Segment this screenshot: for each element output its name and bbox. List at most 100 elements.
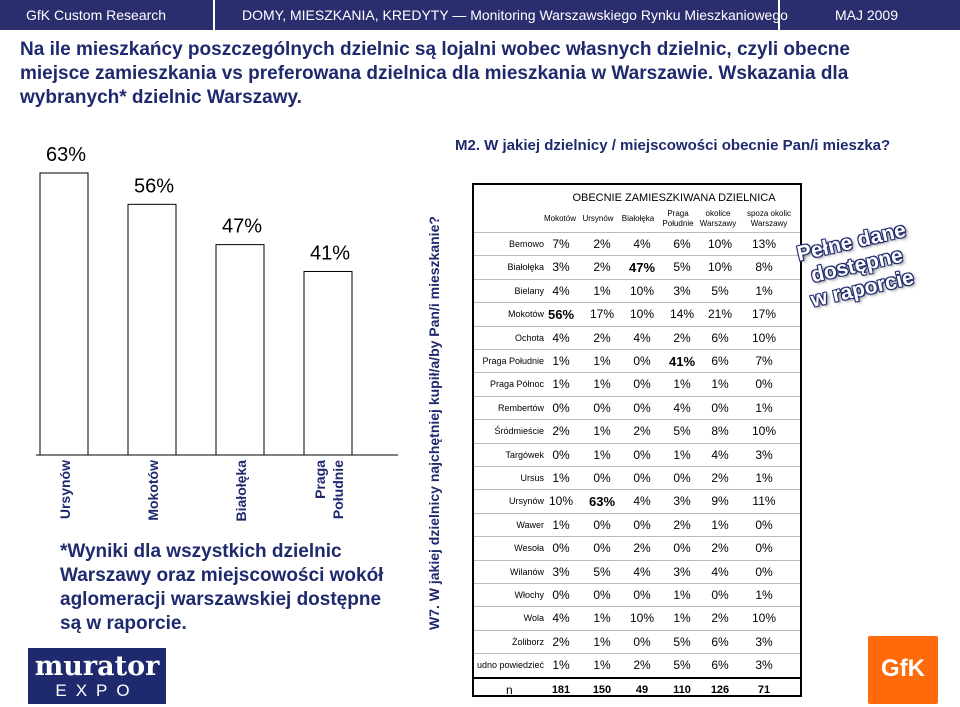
table-cell: 0%: [711, 400, 729, 415]
table-cell: 10%: [751, 424, 777, 439]
table-cell: 1%: [593, 354, 611, 368]
table-group-header: OBECNIE ZAMIESZKIWANA DZIELNICA: [572, 192, 776, 204]
bar-category-label-0: Ursynów: [57, 460, 73, 519]
table-cell: 21%: [707, 307, 733, 322]
table-cell: 10%: [707, 260, 733, 275]
table-cell: 1%: [673, 588, 691, 602]
table-cell: 2%: [711, 471, 729, 485]
row-label: Bielany: [514, 285, 544, 296]
table-cell: 1%: [552, 354, 570, 368]
table-cell: 1%: [593, 447, 611, 462]
table-cell: 0%: [633, 447, 651, 462]
table-cell: 4%: [633, 330, 651, 345]
table-cell: 0%: [593, 517, 611, 532]
table-row: Wola 4% 1% 10% 1% 2% 10%: [474, 606, 800, 629]
table-cell: 3%: [552, 564, 570, 579]
table-row: Ochota 4% 2% 4% 2% 6% 10%: [474, 325, 800, 349]
bar-value-label-3: 41%: [310, 242, 350, 264]
bar-1: [127, 203, 177, 456]
table-cell: 49: [635, 683, 649, 696]
table-cell: 6%: [711, 330, 729, 345]
table-cell: 0%: [633, 588, 651, 602]
table-cell: 3%: [673, 494, 691, 509]
table-cell: 1%: [673, 611, 691, 626]
table-row: Ursynów 10% 63% 4% 3% 9% 11%: [474, 489, 800, 512]
column-header-4: okolice Warszawy: [699, 209, 737, 228]
table-row: Białołęka 3% 2% 47% 5% 10% 8%: [474, 255, 800, 278]
table-cell: 1%: [593, 611, 611, 626]
header-report-title: DOMY, MIESZKANIA, KREDYTY — Monitoring W…: [215, 0, 788, 30]
table-row: Bemowo 7% 2% 4% 6% 10% 13%: [474, 232, 800, 255]
table-cell: 0%: [593, 471, 611, 485]
table-cell: 4%: [633, 494, 651, 509]
bar-category-label-3: Praga Południe: [312, 460, 346, 519]
row-label: Wawer: [516, 519, 544, 530]
table-cell: 10%: [629, 611, 655, 626]
table-cell: 63%: [588, 494, 616, 510]
table-cell: 1%: [552, 658, 570, 673]
table-cell: 2%: [673, 517, 691, 532]
table-cell: 1%: [755, 400, 773, 415]
murator-expo-logo: murator EXPO: [28, 648, 166, 704]
table-row: Rembertów 0% 0% 0% 4% 0% 1%: [474, 395, 800, 419]
table-cell: 1%: [711, 377, 729, 392]
table-cell: 0%: [711, 588, 729, 602]
table-cell: 3%: [755, 658, 773, 673]
header-date: MAJ 2009: [834, 7, 898, 23]
table-cell: 0%: [633, 400, 651, 415]
table-cell: 1%: [552, 517, 570, 532]
table-cell: 2%: [593, 330, 611, 345]
table-n-row: n 181 150 49 110 126 71: [474, 676, 800, 700]
table-cell: 0%: [552, 588, 570, 602]
page-title: Na ile mieszkańcy poszczególnych dzielni…: [20, 39, 850, 108]
row-label: Wilanów: [509, 566, 544, 577]
table-cell: 3%: [755, 447, 773, 462]
loyalty-bar-chart: 63% Ursynów 56% Mokotów 47% Białołęka 41% Praga…: [36, 144, 398, 522]
table-cell: 1%: [755, 588, 773, 602]
table-cell: 1%: [673, 447, 691, 462]
table-cell: 8%: [755, 260, 773, 275]
table-cell: 17%: [751, 307, 777, 322]
row-label: Żoliborz: [511, 636, 544, 647]
w7-question-label: W7. W jakiej dzielnicy najchętniej kupił…: [416, 190, 442, 630]
table-cell: 1%: [593, 377, 611, 392]
bar-category-label-1: Mokotów: [145, 460, 161, 521]
row-label: Bemowo: [508, 239, 544, 249]
w7-question-text: W7. W jakiej dzielnicy najchętniej kupił…: [426, 216, 442, 630]
table-cell: 3%: [673, 564, 691, 579]
column-header-0: Mokotów: [543, 214, 576, 223]
table-cell: 4%: [673, 400, 691, 415]
table-cell: 14%: [669, 307, 695, 322]
table-row: Żoliborz 2% 1% 0% 5% 6% 3%: [474, 629, 800, 653]
bar-2: [215, 244, 265, 456]
table-row: Praga Północ 1% 1% 0% 1% 1% 0%: [474, 372, 800, 395]
column-header-2: Białołęka: [621, 214, 655, 223]
table-cell: 0%: [593, 541, 611, 556]
column-header-3: Praga Południe: [662, 209, 694, 228]
table-cell: 1%: [593, 634, 611, 649]
table-cell: 4%: [552, 330, 570, 345]
table-cell: 1%: [552, 471, 570, 485]
table-cell: 4%: [552, 283, 570, 298]
table-cell: 8%: [711, 424, 729, 439]
bar-category-label-2: Białołęka: [233, 460, 249, 522]
table-cell: 126: [710, 683, 730, 696]
row-label: n: [506, 682, 513, 697]
table-cell: 2%: [552, 634, 570, 649]
table-cell: 6%: [711, 354, 729, 368]
row-label: Białołęka: [507, 262, 544, 273]
table-cell: 71: [757, 683, 771, 696]
table-cell: 2%: [593, 260, 611, 275]
header-company: GfK Custom Research: [0, 0, 215, 30]
table-cell: 6%: [711, 634, 729, 649]
table-cell: 10%: [629, 283, 655, 298]
table-cell: 2%: [633, 541, 651, 556]
table-cell: 2%: [711, 541, 729, 556]
table-cell: 7%: [552, 237, 570, 251]
footnote: *Wyniki dla wszystkich dzielnic Warszawy…: [60, 541, 384, 634]
row-label: Rembertów: [497, 402, 544, 413]
table-cell: 2%: [593, 237, 611, 251]
table-cell: 0%: [755, 541, 773, 556]
row-label: Śródmieście: [494, 426, 544, 437]
row-label: Włochy: [514, 590, 544, 600]
